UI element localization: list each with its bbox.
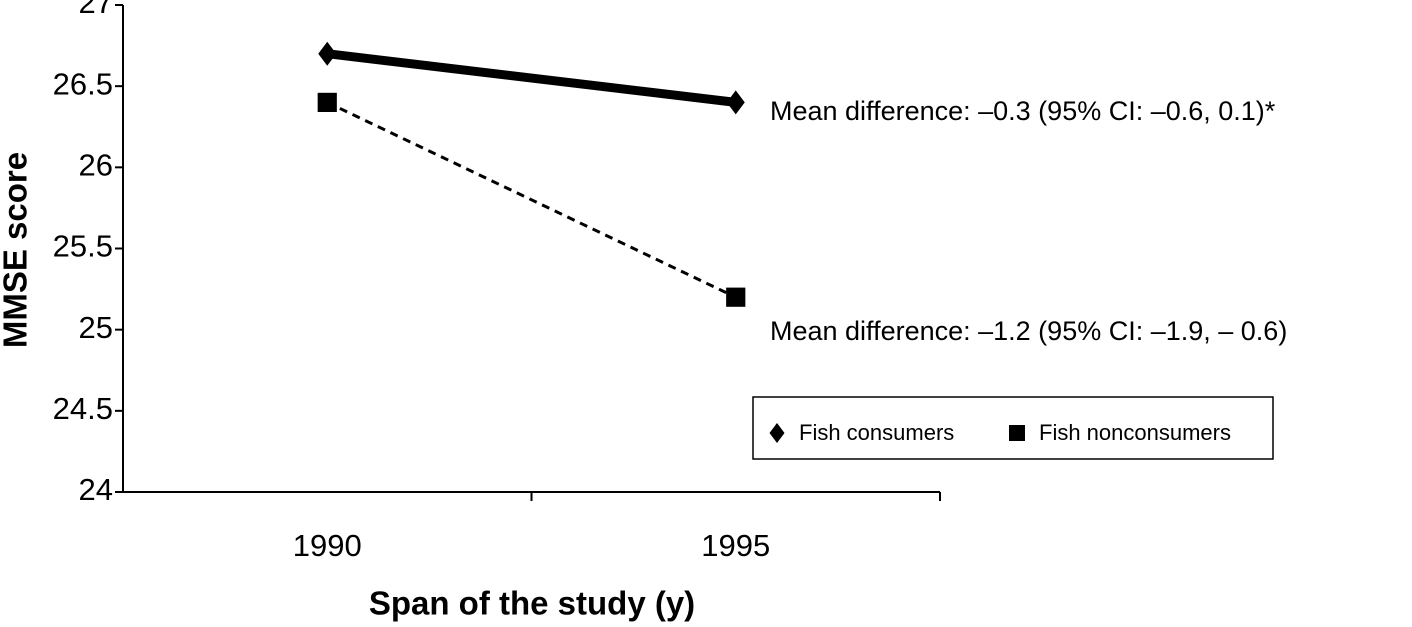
x-axis-title: Span of the study (y) — [369, 585, 695, 622]
x-tick-label: 1995 — [701, 528, 770, 563]
y-axis-title: MMSE score — [0, 152, 34, 348]
data-point — [726, 90, 745, 115]
legend-label: Fish consumers — [799, 420, 954, 445]
y-tick-label: 25 — [79, 310, 113, 345]
series-line — [326, 49, 737, 107]
y-tick-label: 26.5 — [53, 66, 113, 101]
legend-label: Fish nonconsumers — [1039, 420, 1231, 445]
legend-marker — [769, 423, 785, 443]
series-line — [326, 101, 737, 299]
data-point — [726, 287, 746, 307]
annotation: Mean difference: –1.2 (95% CI: –1.9, – 0… — [770, 316, 1287, 346]
y-tick-label: 26 — [79, 148, 113, 183]
legend-marker — [1009, 425, 1025, 441]
y-tick-label: 27 — [79, 0, 113, 20]
y-tick-label: 25.5 — [53, 229, 113, 264]
data-point — [317, 92, 337, 112]
y-tick-label: 24.5 — [53, 391, 113, 426]
x-tick-label: 1990 — [293, 528, 362, 563]
y-tick-label: 24 — [79, 472, 113, 507]
annotation: Mean difference: –0.3 (95% CI: –0.6, 0.1… — [770, 96, 1276, 126]
data-point — [318, 41, 337, 66]
